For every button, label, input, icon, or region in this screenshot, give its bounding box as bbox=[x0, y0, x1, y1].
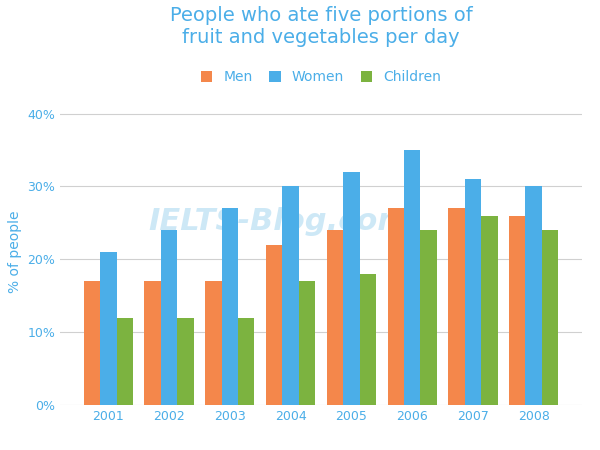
Bar bbox=[509, 216, 526, 405]
Bar bbox=[84, 281, 100, 405]
Bar bbox=[481, 216, 497, 405]
Bar bbox=[161, 230, 177, 405]
Bar bbox=[327, 230, 343, 405]
Bar bbox=[205, 281, 221, 405]
Legend: Men, Women, Children: Men, Women, Children bbox=[197, 66, 445, 89]
Bar bbox=[542, 230, 558, 405]
Bar bbox=[116, 318, 133, 405]
Bar bbox=[448, 208, 465, 405]
Bar bbox=[177, 318, 194, 405]
Bar bbox=[266, 245, 283, 405]
Bar bbox=[145, 281, 161, 405]
Bar bbox=[221, 208, 238, 405]
Bar bbox=[299, 281, 315, 405]
Bar bbox=[465, 179, 481, 405]
Bar bbox=[238, 318, 254, 405]
Bar bbox=[343, 172, 359, 405]
Bar bbox=[359, 274, 376, 405]
Y-axis label: % of people: % of people bbox=[8, 211, 22, 293]
Bar bbox=[404, 150, 421, 405]
Text: IELTS-Blog.com: IELTS-Blog.com bbox=[149, 207, 410, 236]
Bar bbox=[100, 252, 116, 405]
Bar bbox=[283, 186, 299, 405]
Bar bbox=[526, 186, 542, 405]
Bar bbox=[388, 208, 404, 405]
Title: People who ate five portions of
fruit and vegetables per day: People who ate five portions of fruit an… bbox=[170, 6, 472, 47]
Bar bbox=[421, 230, 437, 405]
